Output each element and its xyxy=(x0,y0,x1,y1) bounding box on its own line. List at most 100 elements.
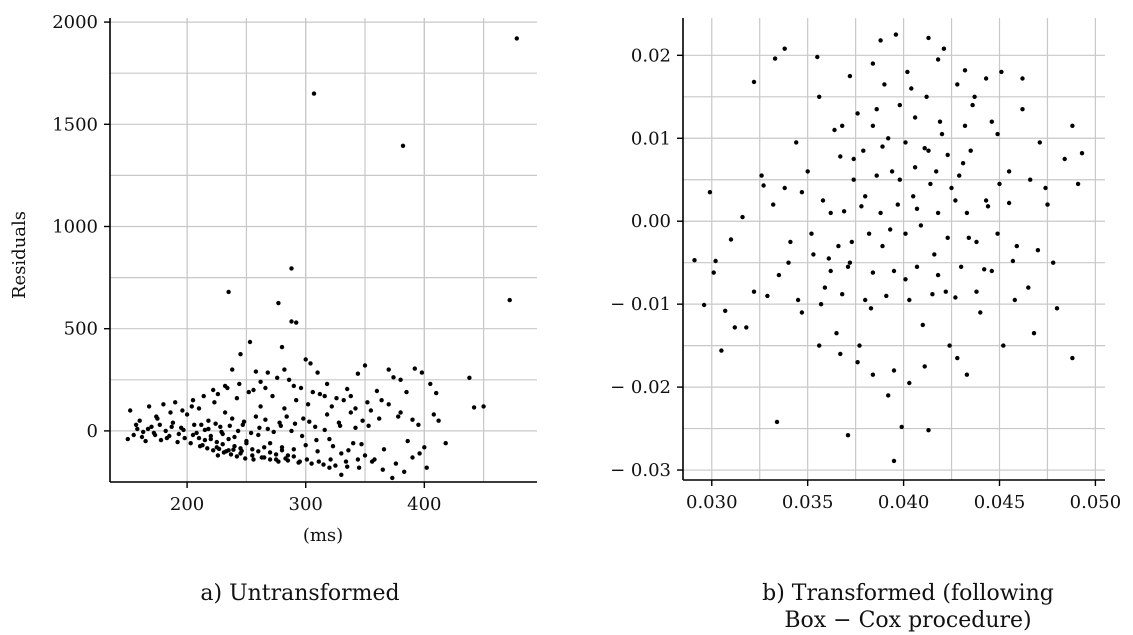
data-point xyxy=(886,136,891,141)
data-point xyxy=(836,243,841,249)
data-point xyxy=(903,140,908,145)
data-point xyxy=(202,427,208,433)
data-point xyxy=(232,444,237,449)
data-point xyxy=(366,423,371,428)
data-point xyxy=(419,370,425,375)
data-point xyxy=(882,82,887,87)
y-axis-label: Residuals xyxy=(9,211,30,299)
data-point xyxy=(285,453,291,458)
data-point xyxy=(707,190,713,195)
data-point xyxy=(978,310,983,315)
data-point xyxy=(321,462,326,467)
data-point xyxy=(1012,297,1017,303)
data-point xyxy=(202,437,208,443)
data-point xyxy=(289,266,294,271)
data-point xyxy=(152,432,158,438)
panel-untransformed: 200 300 400 0 500 1000 1500 2000 (ms) Residuals a)… xyxy=(9,12,537,606)
data-point xyxy=(278,423,283,428)
data-point xyxy=(838,351,843,357)
data-point xyxy=(765,293,770,299)
y-tick-label: 1000 xyxy=(52,216,98,237)
x-tick-label: 400 xyxy=(407,494,441,515)
data-point xyxy=(794,140,799,145)
y-tick-label: 2000 xyxy=(52,12,98,33)
data-point xyxy=(215,453,221,458)
data-point xyxy=(250,447,255,452)
data-point xyxy=(355,457,361,462)
data-point xyxy=(333,463,338,468)
data-point xyxy=(815,54,820,60)
data-point xyxy=(238,352,243,357)
data-point xyxy=(139,434,145,440)
data-point xyxy=(1037,140,1043,145)
data-point xyxy=(834,331,839,336)
data-point xyxy=(989,119,994,124)
data-point xyxy=(359,442,364,447)
data-point xyxy=(161,402,166,407)
data-point xyxy=(945,152,950,158)
data-point xyxy=(828,210,833,216)
data-point xyxy=(303,357,308,362)
data-point xyxy=(1020,76,1025,81)
data-point xyxy=(947,343,952,348)
data-point xyxy=(907,380,912,386)
x-tick-label: 200 xyxy=(170,494,204,515)
data-point xyxy=(811,252,816,257)
data-point xyxy=(276,459,281,464)
data-point xyxy=(316,459,321,464)
data-point xyxy=(870,372,876,377)
data-point xyxy=(863,194,868,199)
data-point xyxy=(1031,331,1037,336)
data-point xyxy=(934,169,939,174)
data-point xyxy=(292,421,298,426)
data-point xyxy=(467,375,472,380)
data-point xyxy=(822,285,828,290)
data-point xyxy=(188,441,193,446)
data-point xyxy=(282,406,287,411)
data-point xyxy=(851,156,856,162)
data-point xyxy=(168,410,173,415)
data-point xyxy=(897,177,902,182)
data-point xyxy=(761,183,766,188)
data-point xyxy=(989,268,994,274)
data-point xyxy=(128,408,133,413)
data-point xyxy=(365,400,370,405)
data-point xyxy=(847,73,853,79)
data-point xyxy=(315,370,320,375)
data-point xyxy=(154,414,159,419)
data-point xyxy=(751,289,757,294)
data-point xyxy=(926,428,931,433)
data-point xyxy=(222,410,228,415)
data-point xyxy=(412,366,417,371)
data-point xyxy=(379,398,384,403)
data-point xyxy=(817,343,822,348)
data-point xyxy=(256,449,261,454)
data-point xyxy=(1054,306,1060,311)
data-point xyxy=(870,270,876,275)
data-point xyxy=(958,264,964,269)
data-point xyxy=(196,406,202,411)
data-point xyxy=(170,420,176,425)
data-point xyxy=(1006,169,1012,174)
data-point xyxy=(713,258,718,264)
data-point xyxy=(189,404,194,409)
data-point xyxy=(289,428,294,434)
data-point xyxy=(744,325,749,330)
data-point xyxy=(206,418,211,423)
data-point xyxy=(218,424,223,429)
data-point xyxy=(974,289,979,294)
data-point xyxy=(884,293,889,299)
data-point xyxy=(428,381,433,387)
data-point xyxy=(224,449,229,454)
data-point xyxy=(256,432,261,438)
data-point xyxy=(1043,185,1048,191)
data-point xyxy=(192,422,197,427)
data-point xyxy=(820,198,826,203)
data-point xyxy=(308,361,313,366)
data-point xyxy=(322,427,327,433)
y-tick-label: − 0.01 xyxy=(610,294,671,315)
data-point xyxy=(310,389,315,395)
data-point xyxy=(404,389,409,395)
data-point xyxy=(330,444,336,449)
data-point xyxy=(701,302,707,308)
